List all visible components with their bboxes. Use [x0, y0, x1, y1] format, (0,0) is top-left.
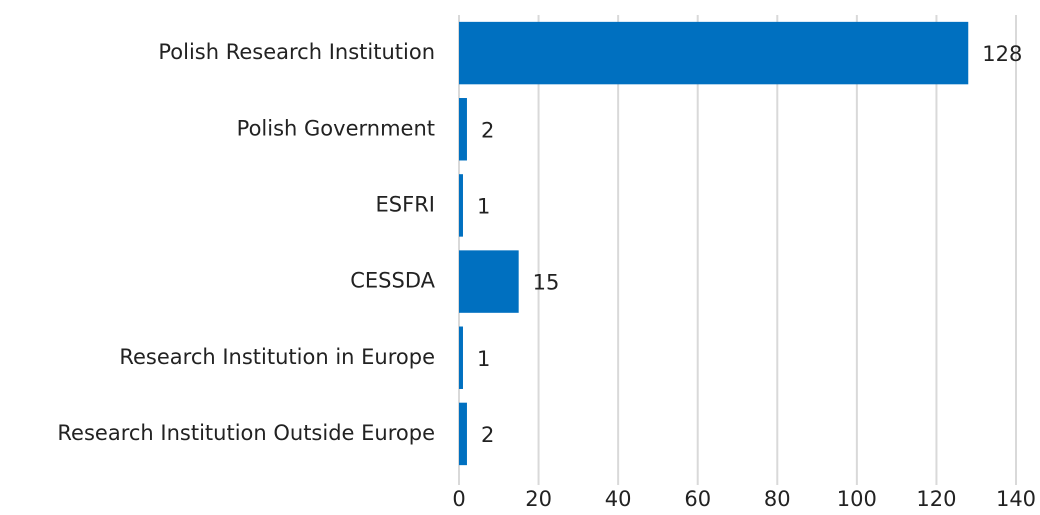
- y-tick-label: CESSDA: [350, 269, 435, 293]
- bar: [459, 326, 463, 389]
- x-tick-label: 120: [916, 487, 956, 511]
- y-tick-label: Polish Research Institution: [158, 40, 435, 64]
- bar: [459, 98, 467, 161]
- y-tick-label: ESFRI: [376, 192, 435, 216]
- data-label: 15: [533, 271, 560, 295]
- data-label: 2: [481, 423, 494, 447]
- data-label: 2: [481, 118, 494, 142]
- x-tick-label: 60: [684, 487, 711, 511]
- bar: [459, 402, 467, 466]
- bar: [459, 174, 463, 237]
- x-tick-label: 0: [452, 487, 465, 511]
- data-label: 1: [477, 194, 490, 218]
- data-label: 1: [477, 347, 490, 371]
- x-tick-label: 20: [525, 487, 552, 511]
- y-tick-label: Research Institution in Europe: [119, 345, 435, 369]
- bar: [459, 21, 969, 85]
- x-tick-label: 80: [764, 487, 791, 511]
- y-tick-label: Polish Government: [237, 116, 435, 140]
- bar: [459, 250, 519, 313]
- y-tick-label: Research Institution Outside Europe: [57, 421, 435, 445]
- x-tick-label: 100: [837, 487, 877, 511]
- x-tick-label: 40: [605, 487, 632, 511]
- x-tick-label: 140: [996, 487, 1036, 511]
- data-label: 128: [982, 42, 1022, 66]
